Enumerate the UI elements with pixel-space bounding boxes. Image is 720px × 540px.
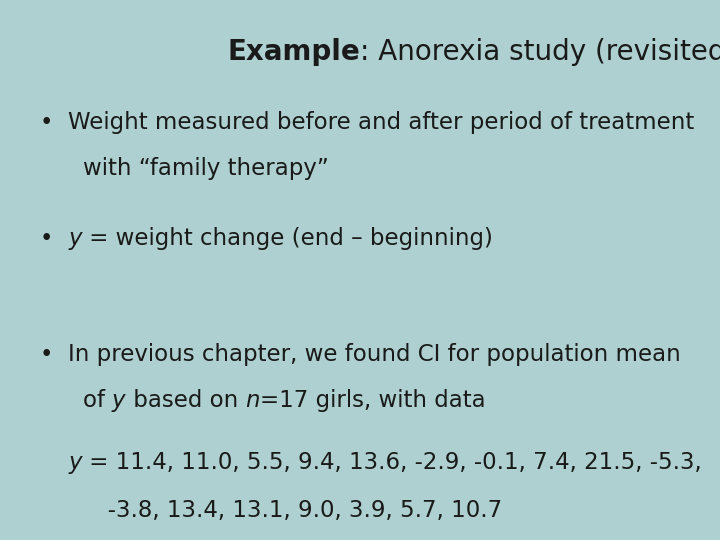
Text: y: y: [112, 389, 125, 412]
Text: based on: based on: [125, 389, 245, 412]
Text: y: y: [68, 451, 82, 474]
Text: = weight change (end – beginning): = weight change (end – beginning): [82, 227, 492, 250]
Text: =17 girls, with data: =17 girls, with data: [259, 389, 485, 412]
Text: Weight measured before and after period of treatment: Weight measured before and after period …: [68, 111, 695, 134]
Text: In previous chapter, we found CI for population mean: In previous chapter, we found CI for pop…: [68, 343, 681, 366]
Text: n: n: [245, 389, 259, 412]
Text: of: of: [83, 389, 112, 412]
Text: = 11.4, 11.0, 5.5, 9.4, 13.6, -2.9, -0.1, 7.4, 21.5, -5.3,: = 11.4, 11.0, 5.5, 9.4, 13.6, -2.9, -0.1…: [82, 451, 702, 474]
Text: : Anorexia study (revisited): : Anorexia study (revisited): [360, 38, 720, 66]
Text: •: •: [40, 343, 53, 366]
Text: •: •: [40, 227, 53, 250]
Text: y: y: [68, 227, 82, 250]
Text: •: •: [40, 111, 53, 134]
Text: -3.8, 13.4, 13.1, 9.0, 3.9, 5.7, 10.7: -3.8, 13.4, 13.1, 9.0, 3.9, 5.7, 10.7: [86, 500, 503, 523]
Text: with “family therapy”: with “family therapy”: [83, 157, 328, 180]
Text: Example: Example: [228, 38, 360, 66]
